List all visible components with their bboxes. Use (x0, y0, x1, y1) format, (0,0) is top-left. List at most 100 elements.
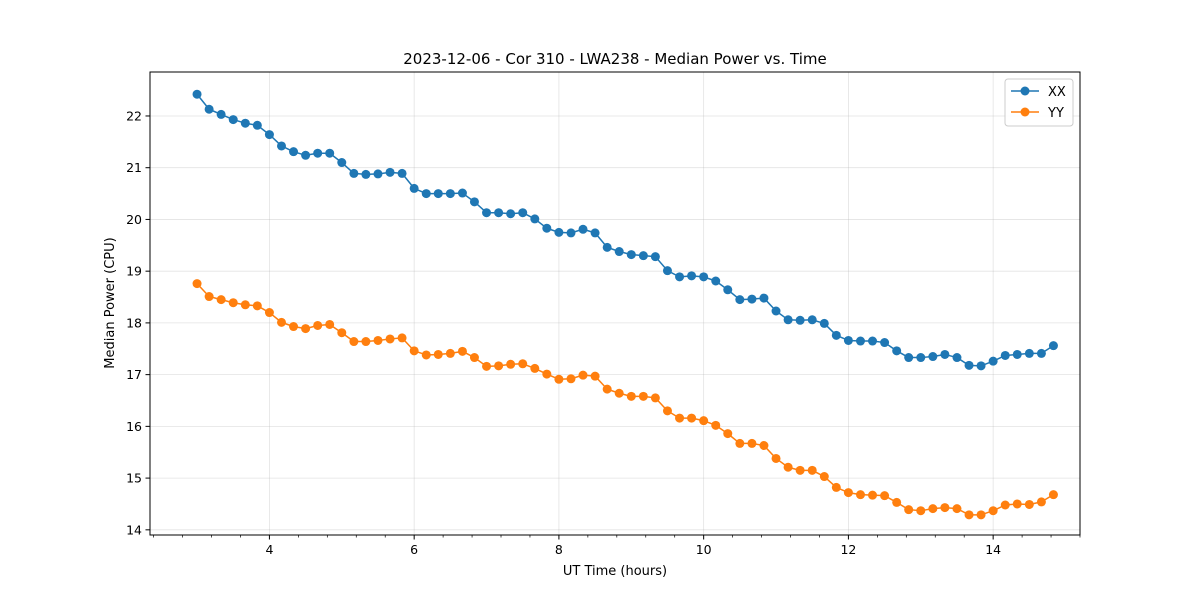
data-point-xx (349, 168, 359, 178)
data-point-xx (976, 361, 986, 371)
y-axis-label: Median Power (CPU) (103, 237, 118, 368)
data-point-yy (687, 413, 697, 423)
data-point-xx (940, 349, 950, 359)
data-point-xx (687, 271, 697, 281)
data-point-yy (747, 438, 757, 448)
data-point-xx (711, 276, 721, 286)
data-point-yy (904, 505, 914, 515)
data-point-yy (964, 510, 974, 520)
data-point-yy (1024, 499, 1034, 509)
data-point-xx (892, 346, 902, 356)
data-point-yy (301, 324, 311, 334)
data-point-yy (433, 349, 443, 359)
data-point-yy (759, 441, 769, 450)
data-point-yy (868, 490, 878, 500)
data-point-yy (928, 504, 938, 514)
data-point-xx (457, 188, 467, 198)
data-point-yy (650, 393, 660, 403)
data-point-xx (1048, 341, 1058, 351)
data-point-xx (807, 315, 817, 325)
grid (150, 72, 1080, 535)
plot-area (149, 71, 1081, 536)
data-point-xx (964, 360, 974, 370)
data-point-yy (880, 491, 890, 501)
data-point-xx (843, 335, 853, 345)
data-point-xx (771, 306, 781, 316)
data-point-yy (228, 298, 238, 308)
data-point-xx (1024, 348, 1034, 358)
data-point-xx (916, 353, 926, 363)
data-point-yy (1012, 499, 1022, 509)
data-point-yy (361, 337, 371, 347)
data-point-xx (952, 353, 962, 363)
data-point-yy (711, 420, 721, 430)
data-point-yy (578, 370, 588, 380)
data-point-xx (252, 120, 262, 130)
data-point-xx (819, 318, 829, 328)
data-point-yy (204, 292, 214, 302)
data-point-yy (542, 369, 552, 379)
data-point-yy (940, 503, 950, 513)
data-point-xx (325, 148, 335, 158)
data-point-yy (457, 346, 467, 356)
data-point-yy (735, 438, 745, 448)
data-point-xx (433, 189, 443, 199)
data-point-xx (650, 252, 660, 262)
data-point-xx (904, 353, 914, 363)
y-tick-label: 21 (126, 160, 142, 175)
data-point-xx (421, 189, 431, 199)
data-point-xx (554, 227, 564, 237)
y-axis: 14 15 16 17 18 19 20 21 22 (126, 108, 150, 537)
x-tick-label: 12 (840, 542, 856, 557)
data-point-xx (1012, 349, 1022, 359)
chart-title: 2023-12-06 - Cor 310 - LWA238 - Median P… (403, 50, 827, 68)
x-tick-label: 6 (410, 542, 418, 557)
data-point-yy (638, 391, 648, 401)
data-point-xx (855, 336, 865, 346)
data-point-xx (831, 330, 841, 340)
data-point-yy (349, 337, 359, 347)
data-point-yy (988, 506, 998, 516)
x-tick-label: 10 (696, 542, 712, 557)
data-point-yy (819, 472, 829, 482)
data-point-yy (783, 462, 793, 472)
data-point-yy (602, 384, 612, 394)
data-point-yy (445, 348, 455, 358)
y-tick-label: 17 (126, 367, 142, 382)
legend: XX YY (1004, 78, 1074, 127)
data-point-xx (192, 89, 202, 99)
data-point-yy (1000, 500, 1010, 510)
legend-marker-yy (1020, 107, 1030, 117)
data-point-yy (892, 497, 902, 507)
data-point-xx (795, 315, 805, 325)
data-point-xx (518, 208, 528, 218)
data-point-xx (578, 224, 588, 234)
data-point-xx (385, 167, 395, 177)
legend-label-yy: YY (1047, 106, 1064, 121)
data-point-yy (264, 308, 274, 318)
data-point-yy (1036, 497, 1046, 507)
data-point-xx (482, 208, 492, 218)
data-point-yy (373, 335, 383, 345)
x-axis-label: UT Time (hours) (563, 564, 667, 579)
data-point-yy (240, 300, 250, 310)
data-point-xx (542, 223, 552, 233)
data-point-yy (421, 350, 431, 360)
data-point-yy (289, 322, 299, 332)
data-point-yy (952, 504, 962, 514)
data-point-yy (277, 317, 286, 327)
data-point-xx (626, 250, 636, 260)
data-point-yy (855, 490, 865, 500)
data-point-xx (361, 169, 371, 179)
data-point-yy (325, 319, 335, 329)
data-point-xx (759, 293, 769, 303)
plot-frame (149, 71, 1081, 536)
data-point-xx (240, 118, 250, 128)
series-xx (192, 89, 1058, 371)
y-tick-label: 19 (126, 264, 142, 279)
data-point-xx (277, 141, 286, 151)
data-point-yy (409, 346, 419, 356)
data-point-xx (204, 104, 214, 114)
data-point-yy (614, 388, 624, 398)
x-tick-label: 14 (985, 542, 1001, 557)
